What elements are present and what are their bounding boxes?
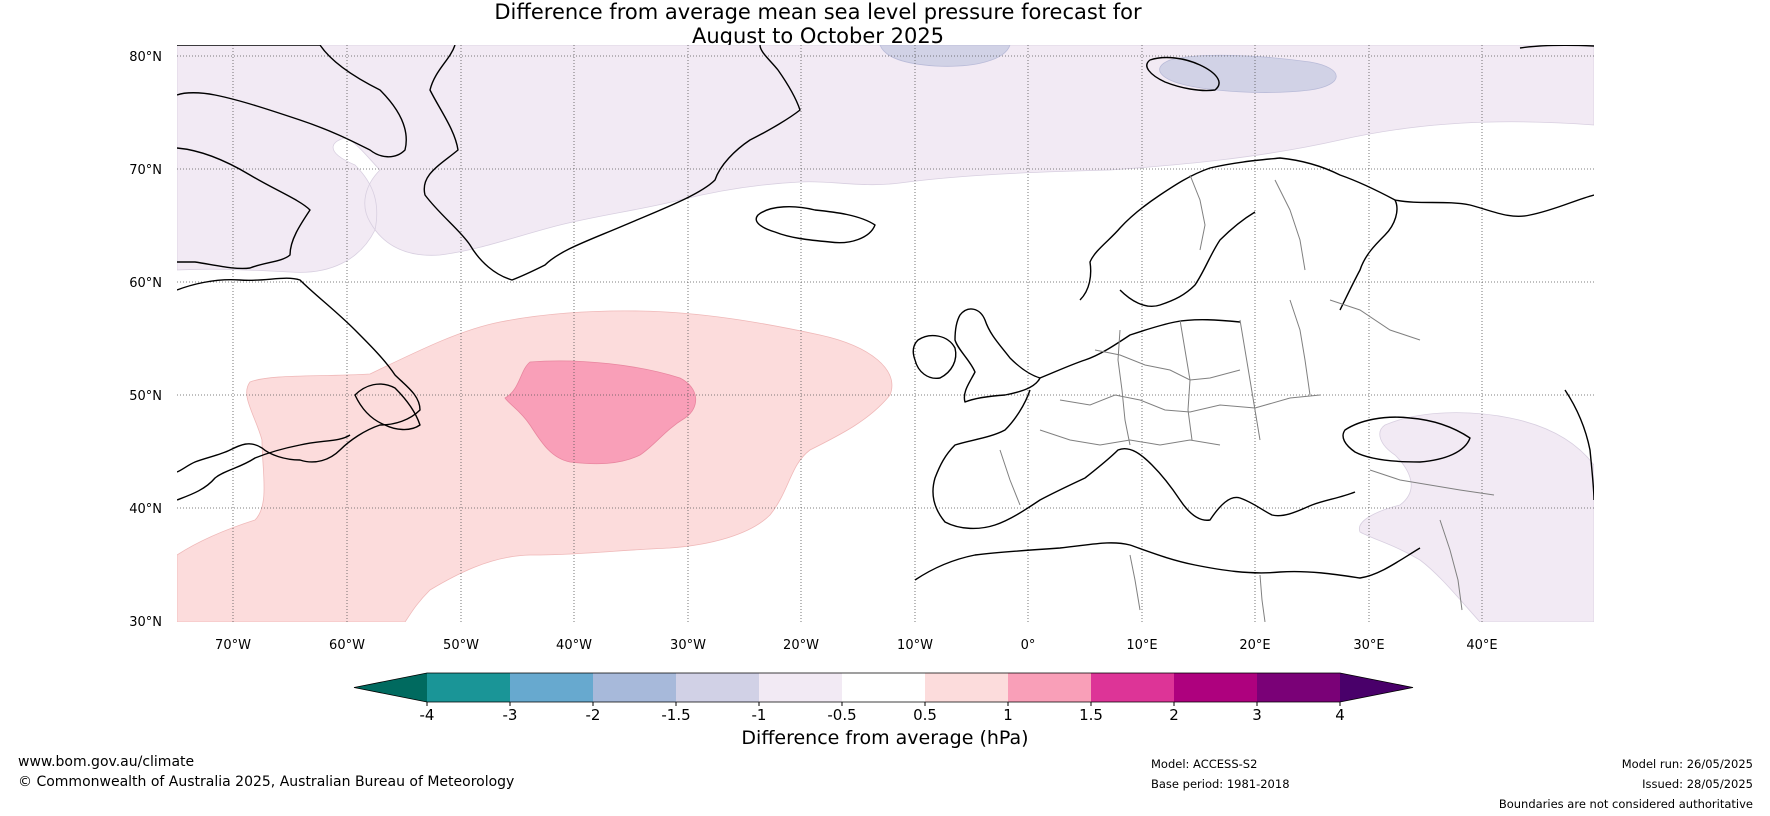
coast-scandinavia [1079, 157, 1398, 311]
footer-disclaimer: Boundaries are not considered authoritat… [1498, 797, 1753, 811]
coast-greenland [423, 45, 801, 281]
coast-north-africa [914, 542, 1421, 581]
colorbar-tick-label: 1 [1003, 706, 1013, 724]
lon-label: 0° [1021, 638, 1036, 653]
colorbar-tick-label: -1.5 [661, 706, 690, 724]
colorbar-tick-label: -3 [503, 706, 518, 724]
colorbar-segment [925, 673, 1008, 702]
lon-label: 10°E [1126, 638, 1157, 653]
lon-label: 40°W [556, 638, 592, 653]
colorbar-extend-high [1340, 673, 1413, 702]
colorbar-segment [759, 673, 842, 702]
lon-label: 20°E [1239, 638, 1270, 653]
title-line-1: Difference from average mean sea level p… [494, 0, 1142, 24]
coast-great-britain [954, 308, 1041, 403]
coast-baltic-sweden [1119, 211, 1256, 307]
footer-base-period: Base period: 1981-2018 [1151, 777, 1290, 791]
anomaly-region-positive [177, 310, 893, 622]
coast-ireland [912, 334, 957, 379]
colorbar-label: Difference from average (hPa) [741, 727, 1029, 749]
footer-website: www.bom.gov.au/climate [18, 754, 195, 770]
anomaly-region-negative-north [177, 45, 1594, 273]
lon-label: 30°W [670, 638, 706, 653]
map-title: Difference from average mean sea level p… [0, 0, 1636, 48]
footer-issued: Issued: 28/05/2025 [1642, 777, 1753, 791]
colorbar-segment [1257, 673, 1340, 702]
colorbar-tick-label: 2 [1169, 706, 1179, 724]
colorbar-segment [1174, 673, 1257, 702]
colorbar-extend-low [354, 673, 427, 702]
coast-caspian [1564, 389, 1594, 501]
footer-model: Model: ACCESS-S2 [1151, 757, 1258, 771]
coast-continental-europe [932, 318, 1356, 530]
coast-russia-north [1394, 194, 1594, 217]
anomaly-layer [177, 45, 1594, 622]
footer-copyright: © Commonwealth of Australia 2025, Austra… [18, 774, 515, 790]
lon-label: 30°E [1353, 638, 1384, 653]
footer-model-run: Model run: 26/05/2025 [1621, 757, 1753, 771]
coast-us-east [177, 434, 351, 501]
colorbar-tick-label: 4 [1335, 706, 1345, 724]
colorbar-tick-label: 3 [1252, 706, 1262, 724]
colorbar-segment [676, 673, 759, 702]
colorbar-segment [1091, 673, 1174, 702]
lon-label: 40°E [1466, 638, 1497, 653]
anomaly-region-negative-svalbard [1159, 54, 1337, 93]
colorbar-tick-label: -2 [586, 706, 601, 724]
coast-labrador [177, 277, 421, 473]
longitude-labels: 70°W 60°W 50°W 40°W 30°W 20°W 10°W 0° 10… [215, 638, 1498, 653]
anomaly-region-positive-strong [504, 360, 697, 465]
colorbar-tick-label: 0.5 [913, 706, 937, 724]
anomaly-region-negative-east [1359, 412, 1594, 622]
lat-label: 30°N [129, 615, 162, 630]
lat-label: 40°N [129, 502, 162, 517]
gridlines [177, 45, 1594, 622]
title-line-2: August to October 2025 [691, 24, 945, 48]
lat-label: 60°N [129, 276, 162, 291]
colorbar-tick-label: -1 [752, 706, 767, 724]
colorbar-tick-label: -4 [420, 706, 435, 724]
lon-label: 70°W [215, 638, 251, 653]
coast-newfoundland [354, 383, 421, 431]
coast-svalbard [1146, 56, 1220, 92]
colorbar-segment [427, 673, 510, 702]
lon-label: 60°W [329, 638, 365, 653]
colorbar: -4 -3 -2 -1.5 -1 -0.5 0.5 1 1.5 2 3 4 [353, 672, 1414, 724]
colorbar-segment [842, 673, 925, 702]
lat-label: 70°N [129, 163, 162, 178]
country-borders [999, 174, 1495, 622]
colorbar-tick-label: 1.5 [1079, 706, 1103, 724]
colorbar-tick-label: -0.5 [827, 706, 856, 724]
lat-label: 80°N [129, 50, 162, 65]
coast-arctic-islands [177, 45, 407, 158]
colorbar-segment [1008, 673, 1091, 702]
coastlines [177, 45, 1594, 581]
colorbar-segment [593, 673, 676, 702]
coast-black-sea [1342, 416, 1471, 463]
lat-label: 50°N [129, 389, 162, 404]
latitude-labels: 80°N 70°N 60°N 50°N 40°N 30°N [129, 50, 162, 630]
lon-label: 20°W [783, 638, 819, 653]
lon-label: 10°W [897, 638, 933, 653]
lon-label: 50°W [443, 638, 479, 653]
coast-franz-josef [1519, 45, 1594, 49]
coast-baffin [177, 147, 311, 270]
coast-iceland [755, 206, 876, 244]
colorbar-segment [510, 673, 593, 702]
